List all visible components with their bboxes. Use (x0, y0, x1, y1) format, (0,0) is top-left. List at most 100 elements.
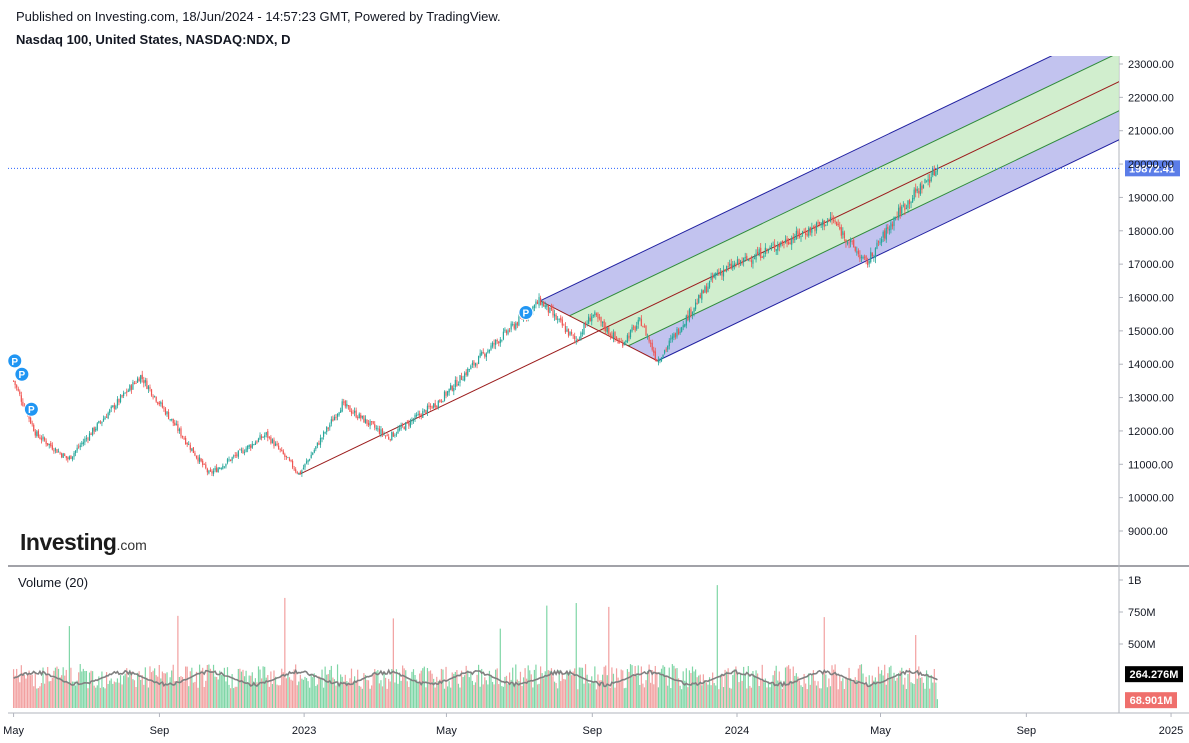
candle (905, 204, 908, 210)
volume-bar (392, 618, 394, 708)
volume-bar (231, 674, 233, 708)
candle (929, 173, 931, 188)
volume-bar (468, 677, 470, 708)
candle (299, 470, 301, 475)
candle (609, 332, 611, 340)
candle (364, 415, 367, 424)
candle (704, 285, 706, 294)
candle (195, 455, 198, 460)
candle (749, 257, 751, 262)
volume-bar (380, 680, 382, 708)
volume-bar (868, 675, 870, 708)
volume-bar (313, 673, 315, 708)
candle (594, 310, 596, 318)
candle (575, 336, 577, 345)
volume-bar (508, 672, 511, 708)
volume-bar (722, 687, 725, 708)
volume-bar (70, 667, 72, 708)
candle (721, 270, 723, 280)
candle (564, 322, 566, 335)
candle (189, 442, 191, 453)
candle (329, 422, 331, 431)
candle (570, 329, 573, 336)
volume-bar (219, 670, 221, 708)
volume-bar (856, 680, 858, 708)
volume-bar (183, 681, 185, 708)
candle (902, 201, 904, 208)
candle (361, 415, 363, 420)
volume-bar (881, 670, 883, 708)
candle (336, 413, 339, 421)
candle (485, 352, 487, 362)
volume-bar (575, 603, 577, 708)
candle (491, 341, 494, 349)
volume-bar (138, 671, 140, 708)
candle (112, 405, 114, 408)
candle (363, 415, 365, 423)
volume-bar (340, 674, 342, 708)
candle (820, 221, 822, 228)
candle (349, 405, 351, 412)
y-tick-label: 21000.00 (1128, 126, 1174, 138)
candle (302, 464, 305, 470)
volume-bar (744, 673, 746, 708)
candle (247, 445, 249, 453)
volume-bar (245, 670, 247, 708)
candle (583, 322, 585, 336)
volume-bar (391, 669, 393, 708)
volume-bar (558, 670, 560, 708)
candle (462, 375, 464, 381)
volume-bar (526, 678, 528, 708)
candle (619, 337, 621, 344)
candle (513, 321, 515, 331)
volume-bar (741, 680, 743, 708)
candle (825, 224, 827, 227)
volume-bar (654, 665, 656, 708)
candle (699, 292, 701, 299)
candle (203, 463, 205, 465)
volume-bar (778, 671, 780, 708)
volume-bar (598, 680, 601, 708)
volume-bar (772, 675, 774, 708)
candle (377, 425, 379, 432)
candle (615, 335, 618, 342)
volume-bar (144, 667, 146, 708)
candle (375, 425, 377, 431)
volume-bar (422, 668, 424, 708)
volume-bar (335, 685, 337, 708)
volume-bar (414, 674, 416, 708)
candle (800, 235, 802, 242)
volume-bar (312, 677, 314, 708)
volume-bar (775, 665, 777, 708)
volume-bar (829, 686, 832, 708)
candle (352, 409, 354, 415)
candle (341, 398, 343, 413)
candle (600, 316, 602, 327)
candle (90, 432, 92, 436)
candle (96, 422, 98, 432)
volume-bar (601, 674, 604, 708)
candle (43, 436, 46, 442)
volume-bar (92, 671, 94, 708)
candle (924, 178, 926, 184)
pitchfork-upper-outer-zone (540, 56, 1112, 316)
volume-bar (755, 670, 757, 708)
volume-bar (124, 673, 126, 708)
candle (698, 294, 700, 304)
volume-bar (22, 672, 24, 708)
candle (436, 405, 438, 410)
volume-bar (899, 670, 901, 708)
volume-bar (456, 670, 458, 708)
volume-bar (174, 681, 176, 708)
candle (541, 299, 543, 308)
volume-bar (713, 683, 715, 708)
candle (693, 307, 695, 317)
candle (285, 455, 287, 460)
volume-bar (293, 669, 295, 708)
volume-bar (270, 671, 272, 708)
candle (425, 409, 427, 415)
volume-bar (217, 679, 219, 708)
volume-bar (513, 685, 515, 708)
volume-bar (634, 665, 636, 708)
